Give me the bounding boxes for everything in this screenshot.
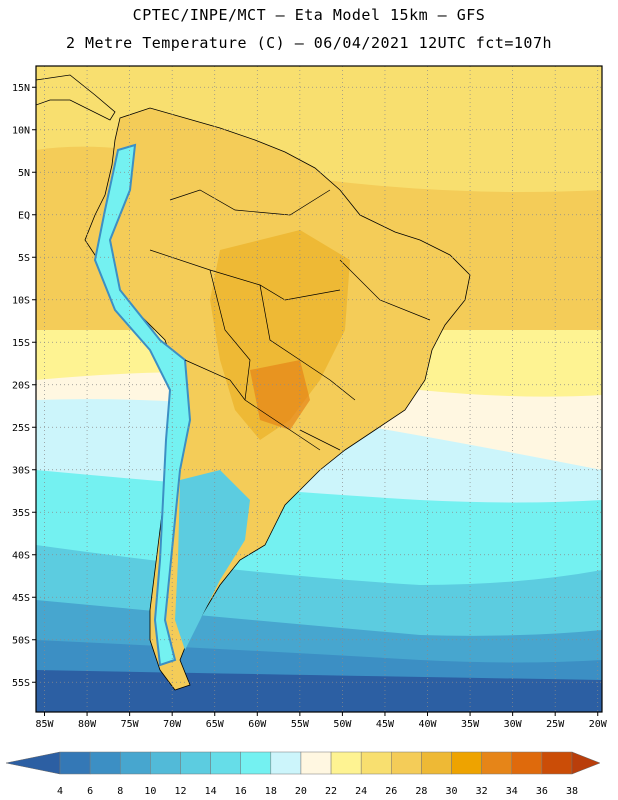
- legend-tick-label: 24: [355, 786, 367, 797]
- legend-swatch: [59, 751, 91, 775]
- lon-label: 75W: [121, 719, 140, 730]
- lon-label: 25W: [546, 719, 565, 730]
- legend-tick-label: 14: [205, 786, 217, 797]
- longitude-axis: 85W 80W 75W 70W 65W 60W 55W 50W 45W 40W 35W 30W 25W 2…: [35, 712, 608, 730]
- lon-label: 50W: [333, 719, 352, 730]
- latitude-axis: 15N 10N 5N EQ 5S 10S 15S 20S 25S 30S 35S 40S 45S 50S 5…: [12, 83, 36, 689]
- lat-label: 20S: [12, 380, 30, 391]
- lon-label: 35W: [461, 719, 480, 730]
- legend-swatch: [180, 751, 211, 775]
- legend-swatch: [421, 751, 452, 775]
- lat-label: 15S: [12, 338, 30, 349]
- continent-central-america: [36, 74, 116, 121]
- lon-label: 20W: [589, 719, 608, 730]
- legend-tick-label: 34: [506, 786, 518, 797]
- legend-arrow-high: [571, 751, 601, 775]
- map-frame: [35, 65, 603, 713]
- legend-tick-label: 36: [536, 786, 548, 797]
- legend-swatch: [210, 751, 241, 775]
- legend-tick-label: 18: [265, 786, 277, 797]
- legend-tick-label: 22: [325, 786, 337, 797]
- lon-label: 65W: [206, 719, 225, 730]
- legend-swatch: [119, 751, 151, 775]
- lat-label: 5N: [18, 168, 30, 179]
- lat-label: 10S: [12, 295, 30, 306]
- legend-tick-label: 38: [566, 786, 578, 797]
- lat-label: 5S: [18, 253, 30, 264]
- legend-tick-label: 12: [174, 786, 186, 797]
- legend-swatch: [511, 751, 543, 775]
- map-title: CPTEC/INPE/MCT – Eta Model 15km – GFS: [132, 6, 486, 24]
- legend-swatch: [541, 751, 573, 775]
- legend-swatch: [240, 751, 272, 775]
- legend-tick-label: 20: [295, 786, 307, 797]
- legend-swatch: [89, 751, 121, 775]
- lat-label: 50S: [12, 635, 30, 646]
- color-legend: 4 6 8 10 12 14 16 18 20 22 24 26 28 30 32 34 36 38: [5, 751, 601, 797]
- lat-label: 35S: [12, 508, 30, 519]
- lon-label: 40W: [418, 719, 437, 730]
- lat-label: 40S: [12, 550, 30, 561]
- lon-label: 55W: [291, 719, 310, 730]
- legend-tick-label: 32: [476, 786, 488, 797]
- legend-tick-label: 30: [446, 786, 458, 797]
- lat-label: 25S: [12, 423, 30, 434]
- legend-swatch: [391, 751, 422, 775]
- legend-swatch: [300, 751, 332, 775]
- lon-label: 60W: [248, 719, 267, 730]
- legend-arrow-low: [5, 751, 61, 775]
- legend-tick-label: 8: [117, 786, 123, 797]
- lat-label: 45S: [12, 593, 30, 604]
- lat-label: 15N: [12, 83, 30, 94]
- lat-label: 55S: [12, 678, 30, 689]
- lon-label: 45W: [376, 719, 395, 730]
- field-north-26: [36, 66, 602, 192]
- temperature-field: [36, 66, 602, 712]
- lat-label: 30S: [12, 465, 30, 476]
- legend-tick-label: 28: [415, 786, 427, 797]
- legend-tick-label: 16: [235, 786, 247, 797]
- lon-label: 80W: [78, 719, 97, 730]
- lon-label: 30W: [504, 719, 523, 730]
- lat-label: 10N: [12, 125, 30, 136]
- legend-swatch: [270, 751, 302, 775]
- field-interior-30: [210, 230, 350, 440]
- lon-label: 85W: [35, 719, 54, 730]
- field-andes: [93, 143, 192, 667]
- legend-swatch: [360, 751, 392, 775]
- lon-label: 70W: [163, 719, 182, 730]
- legend-tick-label: 26: [385, 786, 397, 797]
- legend-tick-label: 4: [57, 786, 63, 797]
- legend-swatch: [451, 751, 482, 775]
- legend-swatch: [481, 751, 513, 775]
- legend-tick-label: 10: [144, 786, 156, 797]
- legend-swatch: [330, 751, 362, 775]
- lat-label: EQ: [18, 210, 30, 221]
- legend-tick-label: 6: [87, 786, 93, 797]
- map-subtitle: 2 Metre Temperature (C) – 06/04/2021 12U…: [65, 34, 553, 52]
- field-interior-32: [250, 360, 310, 430]
- legend-swatch: [150, 751, 181, 775]
- field-patagonia: [175, 470, 250, 650]
